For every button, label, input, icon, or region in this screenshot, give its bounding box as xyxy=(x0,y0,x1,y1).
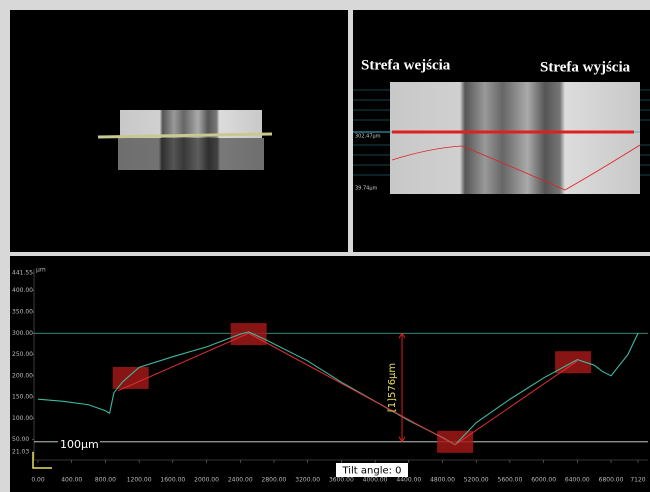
x-tick-label: 5200.00 xyxy=(464,477,489,484)
x-tick-label: 2000.00 xyxy=(194,477,219,484)
tilt-box xyxy=(336,463,408,477)
level-label: 39.74µm xyxy=(355,186,377,192)
x-tick-label: 4000.00 xyxy=(363,477,388,484)
y-tick-label: 250.00 xyxy=(12,351,33,358)
y-tick-label: 300.00 xyxy=(12,330,33,337)
profile-panel xyxy=(10,256,650,492)
scale-bar xyxy=(32,452,52,469)
scale-box xyxy=(58,437,100,451)
x-tick-label: 800.00 xyxy=(95,477,116,484)
x-tick-label: 7120 xyxy=(630,477,645,484)
x-tick-label: 6400.00 xyxy=(565,477,590,484)
y-tick-label: 21.03 xyxy=(12,449,29,456)
scale-label: 100µm xyxy=(60,438,99,451)
measure-label: [1]576µm xyxy=(387,363,398,412)
x-tick-label: 6800.00 xyxy=(599,477,624,484)
sample-image xyxy=(390,82,640,194)
sample-side xyxy=(118,138,264,170)
x-tick-label: 5600.00 xyxy=(498,477,523,484)
level-label: 302.47µm xyxy=(355,134,381,140)
profile-trace xyxy=(391,144,641,191)
y-tick-label: 350.00 xyxy=(12,308,33,315)
series-line xyxy=(37,331,639,446)
profile-chart: µm 21.03 50.00 100.00 150.00 200.00 250.00 300.… xyxy=(12,267,648,484)
x-tick-label: 1200.00 xyxy=(127,477,152,484)
y-tick-label: 100.00 xyxy=(12,415,33,422)
region-box xyxy=(437,430,474,453)
x-tick-label: 0.00 xyxy=(31,477,45,484)
y-tick-label: 441.55 xyxy=(12,270,33,277)
cut-line xyxy=(97,132,273,139)
x-tick-label: 1600.00 xyxy=(160,477,185,484)
region-box xyxy=(230,323,267,346)
series-line xyxy=(117,332,578,446)
unit-label: µm xyxy=(36,267,46,274)
x-tick-label: 400.00 xyxy=(61,477,82,484)
y-tick-label: 50.00 xyxy=(12,436,29,443)
x-tick-label: 4400.00 xyxy=(396,477,421,484)
zone-label: Strefa wyjścia xyxy=(540,59,631,75)
x-tick-label: 3600.00 xyxy=(329,477,354,484)
x-tick-label: 2400.00 xyxy=(228,477,253,484)
arrow-head xyxy=(398,332,406,443)
y-tick-label: 150.00 xyxy=(12,394,33,401)
x-tick-label: 6000.00 xyxy=(531,477,556,484)
y-tick-label: 400.00 xyxy=(12,287,33,294)
x-tick-label: 2800.00 xyxy=(262,477,287,484)
x-tick-label: 4800.00 xyxy=(430,477,455,484)
x-tick-label: 3200.00 xyxy=(295,477,320,484)
zone-label: Strefa wejścia xyxy=(361,57,451,73)
tilt-label: Tilt angle: 0 xyxy=(341,466,401,477)
y-tick-label: 200.00 xyxy=(12,372,33,379)
